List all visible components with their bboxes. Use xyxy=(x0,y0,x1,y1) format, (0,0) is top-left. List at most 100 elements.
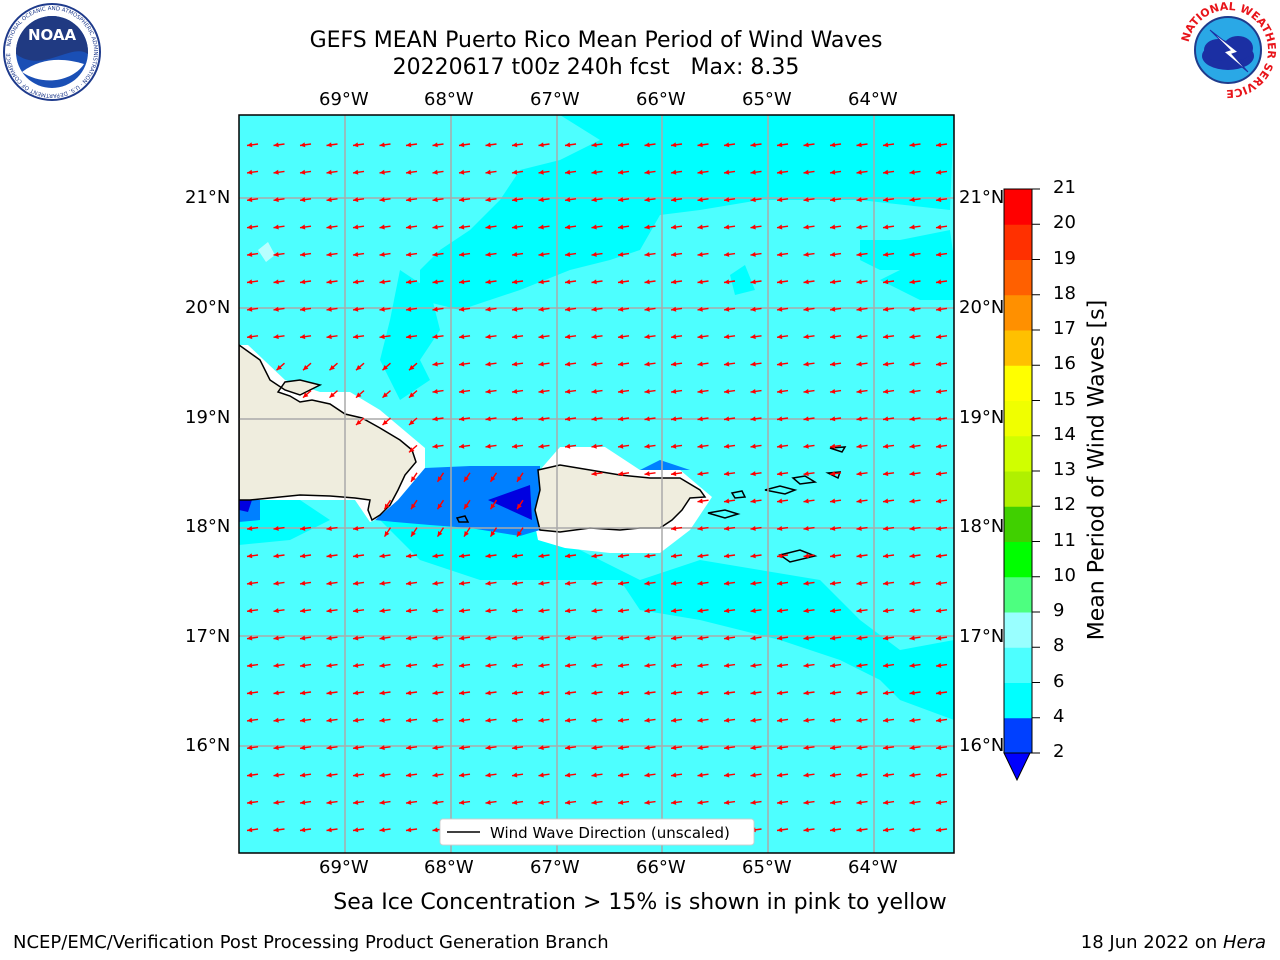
wind-wave-arrow-head xyxy=(909,279,915,285)
wind-wave-arrow-head xyxy=(671,799,677,805)
wind-wave-arrow-head xyxy=(353,608,359,614)
colorbar-under-triangle xyxy=(1003,752,1031,782)
wind-wave-arrow-head xyxy=(883,608,889,614)
wind-wave-arrow-head xyxy=(724,553,730,559)
wind-wave-arrow-head xyxy=(724,717,730,723)
wind-wave-arrow-head xyxy=(909,416,915,422)
wind-wave-arrow-head xyxy=(538,717,544,723)
wind-wave-arrow-head xyxy=(936,471,942,477)
wind-wave-arrow-head xyxy=(512,799,518,805)
wind-wave-arrow-head xyxy=(671,525,677,531)
lon-label-top: 69°W xyxy=(319,89,369,110)
wind-wave-arrow-head xyxy=(273,306,279,312)
wind-wave-arrow-head xyxy=(644,799,650,805)
wind-wave-arrow-head xyxy=(379,635,385,641)
wind-wave-arrow-head xyxy=(618,717,624,723)
wind-wave-arrow-head xyxy=(830,142,836,148)
map-legend: Wind Wave Direction (unscaled) xyxy=(439,818,755,846)
wind-wave-arrow-head xyxy=(671,197,677,203)
wind-wave-arrow-head xyxy=(300,553,306,559)
wind-wave-arrow-head xyxy=(777,416,783,422)
wind-wave-arrow-head xyxy=(247,799,253,805)
wind-wave-arrow-head xyxy=(777,334,783,340)
wind-wave-arrow-head xyxy=(459,251,465,257)
wind-wave-arrow-head xyxy=(697,745,703,751)
wind-wave-arrow-head xyxy=(591,334,597,340)
wind-wave-arrow-head xyxy=(856,388,862,394)
wind-wave-arrow-head xyxy=(485,169,491,175)
wind-wave-arrow-head xyxy=(512,306,518,312)
wind-wave-arrow-head xyxy=(490,503,496,510)
colorbar-segment xyxy=(1004,506,1032,542)
wind-wave-arrow-head xyxy=(724,142,730,148)
wind-wave-arrow-head xyxy=(464,476,469,482)
wind-wave-arrow-head xyxy=(538,635,544,641)
wind-wave-arrow-head xyxy=(803,799,809,805)
wind-wave-arrow-head xyxy=(883,334,889,340)
wind-wave-arrow-head xyxy=(273,827,279,833)
wind-wave-arrow-head xyxy=(856,717,862,723)
wind-wave-arrow-head xyxy=(830,717,836,723)
wind-wave-arrow-head xyxy=(432,772,438,778)
sea-ice-note: Sea Ice Concentration > 15% is shown in … xyxy=(333,890,947,915)
wind-wave-arrow-head xyxy=(856,169,862,175)
wind-wave-arrow-head xyxy=(697,471,703,477)
wind-wave-arrow-head xyxy=(485,251,491,257)
wind-wave-arrow-head xyxy=(356,365,362,371)
colorbar-tick-label: 2 xyxy=(1053,741,1065,762)
wind-wave-arrow-head xyxy=(618,388,624,394)
wind-wave-arrow-head xyxy=(909,443,915,449)
wind-wave-arrow-head xyxy=(777,197,783,203)
lat-label-right: 21°N xyxy=(959,187,1005,208)
wind-wave-arrow-head xyxy=(909,224,915,230)
wind-wave-arrow-head xyxy=(803,416,809,422)
wind-wave-arrow-head xyxy=(750,443,756,449)
wind-wave-arrow-head xyxy=(409,447,415,453)
wind-wave-arrow-head xyxy=(697,772,703,778)
wind-wave-arrow-head xyxy=(671,443,677,449)
wind-wave-arrow-head xyxy=(830,169,836,175)
wind-wave-arrow-head xyxy=(750,251,756,257)
wind-wave-arrow-head xyxy=(671,553,677,559)
wind-wave-arrow-head xyxy=(671,388,677,394)
wind-wave-arrow-head xyxy=(830,224,836,230)
wind-wave-arrow-head xyxy=(432,416,438,422)
wind-wave-arrow-head xyxy=(406,279,412,285)
wind-wave-arrow-head xyxy=(591,224,597,230)
wind-wave-arrow-head xyxy=(565,772,571,778)
wind-wave-arrow-head xyxy=(300,580,306,586)
wind-wave-arrow-head xyxy=(485,388,491,394)
wind-wave-arrow-head xyxy=(724,690,730,696)
wind-wave-arrow-head xyxy=(644,142,650,148)
wind-wave-arrow-head xyxy=(432,745,438,751)
colorbar-tick-label: 12 xyxy=(1053,494,1076,516)
lon-label-top: 68°W xyxy=(424,89,474,110)
wind-wave-arrow-head xyxy=(411,476,416,482)
wind-wave-arrow-head xyxy=(485,690,491,696)
wind-wave-arrow-head xyxy=(538,142,544,148)
wind-wave-arrow-head xyxy=(777,443,783,449)
wind-wave-arrow-head xyxy=(618,142,624,148)
wind-wave-arrow-head xyxy=(724,251,730,257)
wind-wave-arrow-head xyxy=(618,169,624,175)
wind-wave-arrow-head xyxy=(353,635,359,641)
wind-wave-arrow-head xyxy=(856,553,862,559)
wind-wave-arrow-head xyxy=(538,334,544,340)
wind-wave-arrow-head xyxy=(671,608,677,614)
wind-wave-arrow-head xyxy=(830,827,836,833)
wind-wave-arrow-head xyxy=(856,361,862,367)
wind-wave-arrow-head xyxy=(671,142,677,148)
wind-wave-arrow-head xyxy=(830,553,836,559)
legend-label: Wind Wave Direction (unscaled) xyxy=(490,824,730,842)
wind-wave-arrow-head xyxy=(512,416,518,422)
wind-wave-arrow-head xyxy=(406,251,412,257)
wind-wave-arrow-head xyxy=(356,419,362,425)
wind-wave-arrow-head xyxy=(830,745,836,751)
wind-wave-arrow-head xyxy=(909,498,915,504)
wind-wave-arrow-head xyxy=(697,306,703,312)
wind-wave-arrow-head xyxy=(459,772,465,778)
wind-wave-arrow-head xyxy=(273,251,279,257)
wind-wave-arrow-head xyxy=(273,635,279,641)
wind-wave-arrow-head xyxy=(459,169,465,175)
wind-wave-arrow-head xyxy=(724,580,730,586)
